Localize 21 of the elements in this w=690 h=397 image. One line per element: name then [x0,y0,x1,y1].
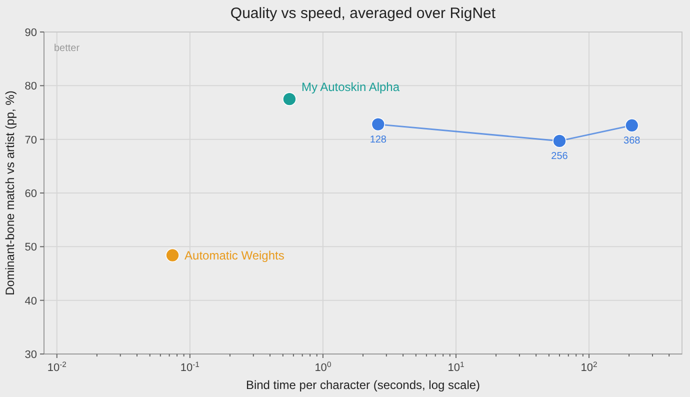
y-tick-label: 60 [24,188,37,200]
annotation: 128 [370,134,387,146]
y-tick-label: 90 [24,27,37,39]
x-tick-label: 10$^{0}$ [314,360,332,374]
series-label: Automatic Weights [184,248,284,262]
annotation: 368 [624,135,641,146]
y-tick-label: 30 [24,349,37,361]
y-tick-label: 50 [24,242,37,254]
y-tick-label: 40 [24,295,37,308]
annotation: better [54,43,80,54]
y-axis-title: Dominant-bone match vs artist (pp, %) [3,90,17,296]
x-tick-label: 10$^{-1}$ [180,360,200,374]
x-tick-label: 10$^{1}$ [448,360,464,374]
x-tick-label: 10$^{-2}$ [47,360,66,374]
chart-title: Quality vs speed, averaged over RigNet [230,5,496,22]
x-tick-label: 10$^{2}$ [580,360,598,374]
y-tick-label: 70 [24,134,37,146]
x-axis-title: Bind time per character (seconds, log scale) [246,378,480,392]
annotation: 256 [551,150,568,162]
y-tick-label: 80 [24,80,37,93]
series-label: My Autoskin Alpha [301,80,400,94]
